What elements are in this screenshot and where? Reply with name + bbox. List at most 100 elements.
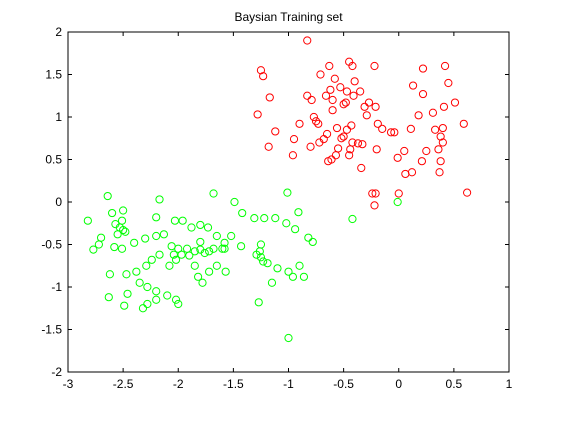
series-2-point <box>254 298 263 307</box>
y-tick-label: -0.5 <box>41 238 62 252</box>
series-1-point <box>386 128 396 137</box>
series-2-point <box>152 213 161 222</box>
series-2-point <box>190 261 199 270</box>
series-2-point <box>221 267 230 276</box>
series-1-point <box>356 87 365 96</box>
series-2-point <box>218 244 227 253</box>
series-2-point <box>147 255 156 264</box>
series-1-point <box>418 89 428 99</box>
series-1-point <box>390 128 399 137</box>
series-2-point <box>119 225 128 235</box>
series-1-point <box>418 64 428 73</box>
series-1-point <box>307 95 316 105</box>
series-1-point <box>438 138 447 147</box>
series-1-point <box>346 145 355 154</box>
x-tick-label: -1 <box>283 377 294 391</box>
series-2-point <box>288 272 298 281</box>
series-1-point <box>459 119 468 128</box>
series-1-point <box>315 138 324 147</box>
series-1-point <box>436 157 445 166</box>
series-2-point <box>177 250 186 259</box>
series-1-point <box>378 124 387 133</box>
series-1-point <box>406 124 415 133</box>
y-tick-label: -1.5 <box>41 323 62 337</box>
series-2-point <box>155 195 164 204</box>
chart-title: Baysian Training set <box>234 10 343 24</box>
series-1-point <box>345 151 354 160</box>
series-2-point <box>135 278 144 287</box>
series-2-point <box>236 242 246 251</box>
series-1-point <box>342 125 352 134</box>
series-1-point <box>371 189 380 198</box>
x-tick-label: -0.5 <box>333 377 354 391</box>
series-1-point <box>303 36 312 45</box>
series-1-point <box>371 102 380 111</box>
series-1-point <box>444 78 453 88</box>
series-1-point <box>401 169 410 179</box>
series-1-point <box>339 100 348 109</box>
series-1-point <box>440 61 450 71</box>
series-1-point <box>316 70 325 79</box>
series-2-point <box>123 289 132 298</box>
series-2-point <box>220 244 229 253</box>
series-1-point <box>360 102 369 111</box>
series-2-point <box>282 219 291 228</box>
series-2-point <box>259 257 268 266</box>
series-1-point <box>336 83 345 92</box>
series-1-point <box>309 112 318 122</box>
x-tick-label: -1.5 <box>223 377 244 391</box>
series-1-point <box>321 91 331 100</box>
series-2-point <box>291 225 300 234</box>
series-1-point <box>265 93 274 102</box>
series-2-point <box>108 208 117 218</box>
series-2-point <box>348 214 357 224</box>
series-1-point <box>350 77 359 86</box>
series-1-point <box>259 72 268 81</box>
series-2-point <box>141 234 150 243</box>
series-2-point <box>393 197 402 207</box>
series-2-point <box>138 304 148 313</box>
y-tick-label: -1 <box>51 280 62 294</box>
series-2-point <box>132 267 141 276</box>
series-2-point <box>227 231 236 241</box>
x-tick-label: 0 <box>395 377 402 391</box>
series-1-point <box>264 142 273 151</box>
series-1-point <box>326 85 335 94</box>
series-1-point <box>357 163 366 173</box>
series-1-point <box>362 111 371 120</box>
plot-area <box>67 31 510 373</box>
series-2-point <box>203 223 213 232</box>
series-1-point <box>393 153 402 162</box>
series-1-point <box>314 119 323 128</box>
series-2-point <box>170 216 180 225</box>
series-2-point <box>238 208 247 218</box>
series-1-point <box>311 117 321 126</box>
series-1-point <box>306 142 315 151</box>
series-1-point <box>394 189 403 198</box>
series-1-point <box>408 81 418 90</box>
series-2-point <box>256 253 266 262</box>
series-2-point <box>122 270 131 279</box>
series-2-point <box>209 244 218 253</box>
series-2-point <box>171 255 181 264</box>
series-2-point <box>143 299 152 309</box>
series-1-point <box>337 134 346 143</box>
series-1-point <box>288 151 298 160</box>
series-2-point <box>130 238 139 247</box>
series-2-point <box>165 261 174 270</box>
series-1-point <box>463 188 472 197</box>
axis-ticks: -3 -2.5 -2 -1.5 -1 -0.5 0 0.5 1 -2 -1.5 -1 -0.5 0 0.5 1… <box>41 25 512 391</box>
series-1-point <box>450 98 460 107</box>
series-1-point <box>422 146 431 156</box>
series-2-point <box>252 250 261 259</box>
data-points <box>83 36 472 343</box>
y-tick-label: 1.5 <box>45 68 62 82</box>
series-1-point <box>328 106 337 115</box>
series-1-point <box>256 66 266 75</box>
series-1-point <box>330 74 339 83</box>
series-2-point <box>142 261 151 270</box>
y-tick-label: -2 <box>51 365 62 379</box>
series-2-point <box>169 250 178 259</box>
